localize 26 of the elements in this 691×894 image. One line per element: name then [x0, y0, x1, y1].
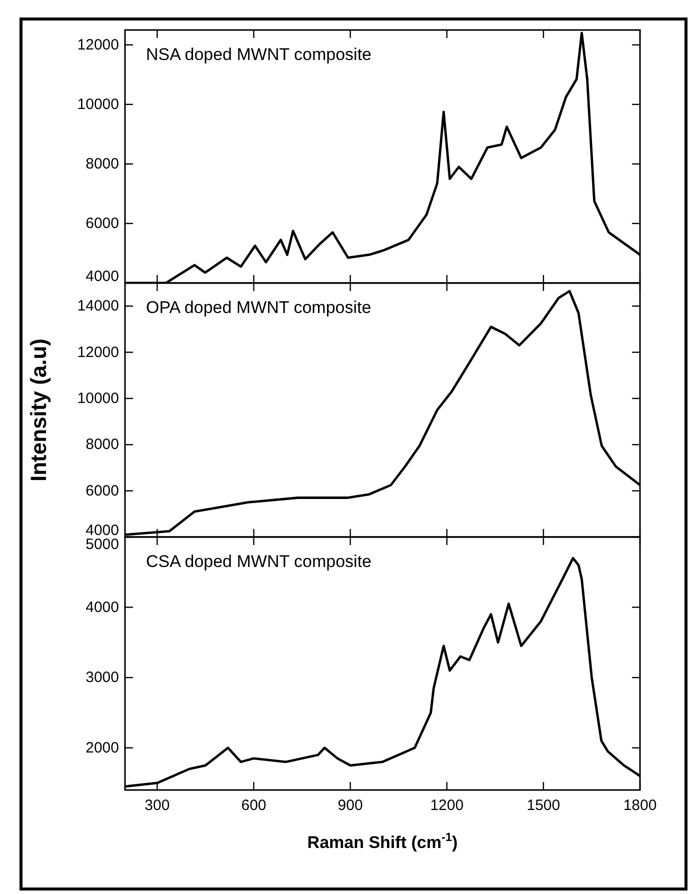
x-tick-label: 300 — [144, 797, 170, 814]
y-tick-label: 12000 — [77, 344, 119, 361]
y-tick-label: 8000 — [86, 436, 119, 454]
y-tick-label: 4000 — [86, 598, 119, 616]
y-axis-title: Intensity (a.u) — [26, 338, 51, 482]
y-tick-label: 12000 — [77, 36, 119, 54]
y-tick-label: 10000 — [77, 390, 119, 407]
x-tick-label: 900 — [338, 797, 363, 814]
x-tick-label: 1500 — [526, 797, 560, 814]
text: OPA doped MWNT composite — [146, 298, 372, 317]
y-tick-label: 5000 — [86, 536, 119, 553]
y-tick-label: 4000 — [86, 522, 119, 539]
y-tick-label: 4000 — [86, 268, 119, 285]
x-tick-label: 600 — [241, 797, 266, 814]
y-tick-label: 6000 — [86, 214, 119, 232]
y-tick-label: 2000 — [86, 739, 119, 756]
y-tick-label: 14000 — [77, 298, 119, 315]
y-tick-label: 3000 — [86, 669, 119, 686]
x-axis-title: Raman Shift (cm$^{-1}$) — [307, 830, 458, 852]
y-tick-label: 6000 — [86, 482, 119, 500]
y-tick-label: 10000 — [77, 96, 119, 113]
text: CSA doped MWNT composite — [146, 552, 372, 571]
x-tick-label: 1200 — [430, 797, 464, 814]
text: NSA doped MWNT composite — [146, 45, 372, 64]
y-tick-label: 8000 — [86, 155, 119, 172]
x-tick-label: 1800 — [623, 797, 657, 814]
